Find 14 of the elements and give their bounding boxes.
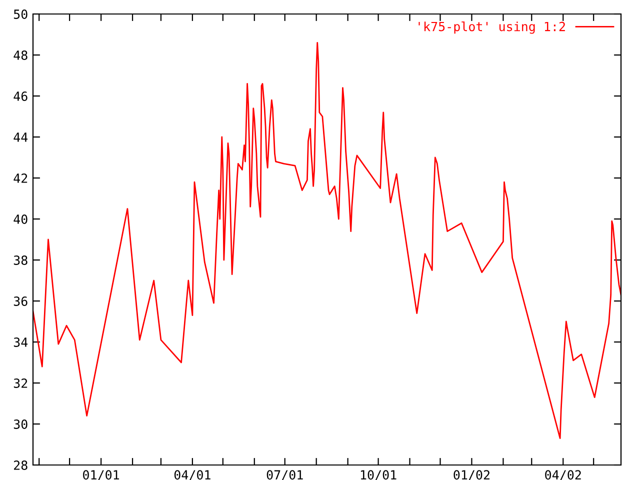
y-tick-label: 36 [14, 296, 28, 306]
y-tick-label: 44 [14, 132, 28, 142]
legend-label: 'k75-plot' using 1:2 [418, 22, 565, 34]
y-tick-label: 34 [14, 338, 28, 347]
y-tick-label: 28 [14, 460, 28, 470]
y-tick-label: 30 [14, 420, 28, 429]
y-tick-label: 48 [14, 50, 28, 60]
y-tick-label: 40 [14, 214, 28, 224]
y-tick-label: 46 [14, 92, 28, 101]
y-tick-label: 32 [14, 378, 28, 388]
y-tick-label: 42 [14, 174, 28, 183]
y-tick-label: 50 [14, 10, 28, 19]
y-tick-label: 38 [14, 256, 28, 265]
line-series [33, 42, 621, 440]
